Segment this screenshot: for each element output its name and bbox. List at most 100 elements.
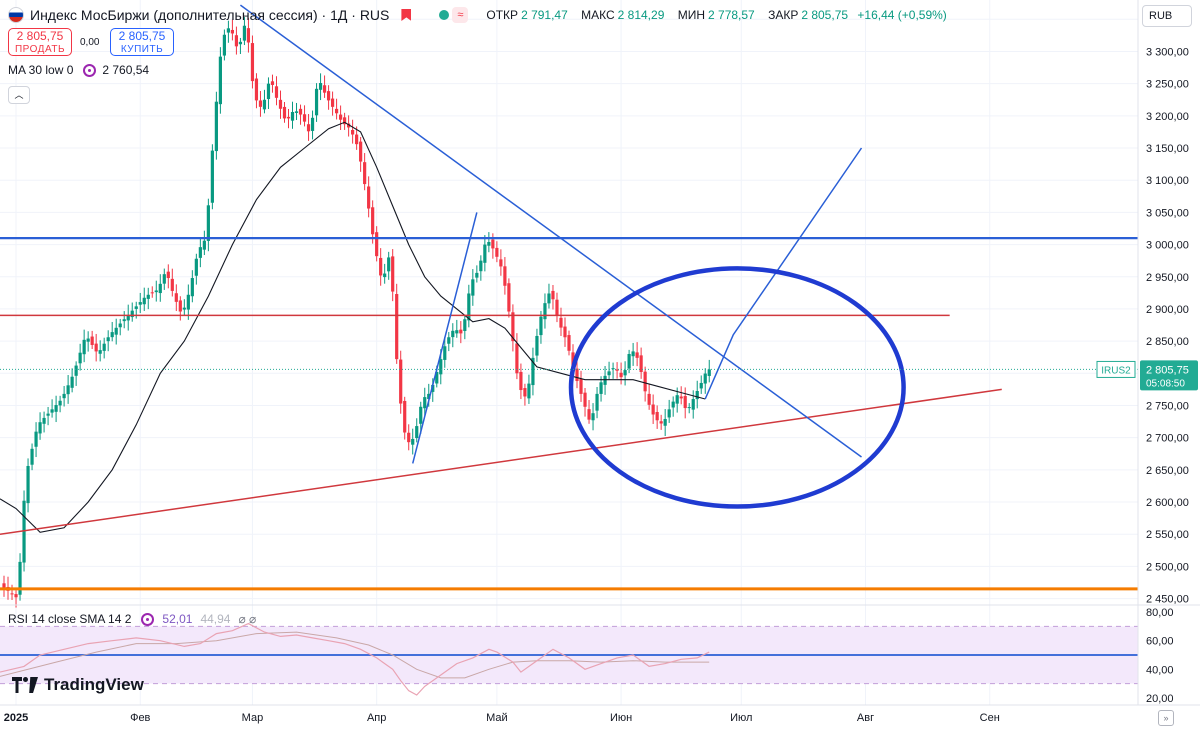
candle-body: [347, 123, 351, 128]
candle-body: [555, 299, 559, 316]
candle-body: [607, 371, 611, 376]
candle-body: [683, 396, 687, 409]
candle-body: [94, 343, 98, 352]
indicator-settings-icon[interactable]: [83, 63, 97, 77]
rsi-sma-value: 44,94: [200, 612, 231, 626]
symbol-title[interactable]: Индекс МосБиржи (дополнительная сессия) …: [30, 7, 390, 23]
candle-body: [226, 28, 231, 33]
price-tag: [1140, 360, 1198, 391]
candle-body: [483, 244, 487, 263]
rsi-legend[interactable]: RSI 14 close SMA 14 2 52,01 44,94 ⌀ ⌀: [8, 612, 256, 626]
candle-body: [338, 114, 343, 120]
candle-body: [134, 306, 138, 309]
candle-body: [471, 279, 475, 296]
candle-body: [2, 583, 6, 588]
candle-body: [703, 373, 707, 384]
candle-body: [178, 300, 182, 312]
currency-selector[interactable]: RUB: [1142, 5, 1192, 27]
candle-body: [150, 292, 154, 294]
candle-body: [475, 272, 479, 278]
candle-body: [318, 83, 323, 90]
time-tick-label: Мар: [242, 712, 264, 724]
candle-body: [34, 431, 38, 447]
candle-body: [54, 405, 58, 412]
rsi-tick-label: 80,00: [1146, 607, 1174, 619]
buy-button[interactable]: 2 805,75 КУПИТЬ: [110, 28, 174, 56]
time-tick-label: Авг: [857, 712, 874, 724]
candle-body: [270, 81, 275, 85]
open-value: 2 791,47: [521, 8, 568, 22]
price-tick-label: 3 200,00: [1146, 111, 1189, 123]
candle-body: [126, 314, 130, 321]
candle-body: [18, 561, 22, 595]
candle-body: [655, 411, 659, 421]
time-tick-label: Фев: [130, 712, 150, 724]
rsi-pane: [0, 604, 1200, 696]
ohlc-readout: ОТКР 2 791,47 МАКС 2 814,29 МИН 2 778,57 ЗА…: [476, 8, 946, 22]
candle-body: [334, 108, 339, 114]
candle-body: [82, 339, 86, 355]
high-value: 2 814,29: [617, 8, 665, 22]
ma-legend[interactable]: MA 30 low 0 2 760,54: [8, 63, 149, 77]
rsi-line: [0, 622, 710, 696]
candle-body: [250, 43, 255, 82]
candle-body: [246, 28, 251, 43]
price-tick-label: 2 450,00: [1146, 594, 1189, 606]
candle-body: [519, 371, 523, 391]
candle-body: [411, 438, 415, 445]
candle-body: [218, 56, 222, 105]
market-status-icon[interactable]: [439, 10, 450, 20]
price-tick-label: 3 000,00: [1146, 240, 1189, 252]
ma30-line: [0, 121, 706, 533]
candle-body: [38, 422, 42, 434]
low-value: 2 778,57: [708, 8, 755, 22]
candle-body: [695, 390, 699, 400]
low-label: МИН: [677, 8, 706, 22]
candle-body: [515, 343, 519, 374]
session-wave-icon[interactable]: ≈: [452, 7, 469, 23]
candle-body: [42, 417, 46, 424]
candle-body: [190, 278, 194, 297]
scroll-to-realtime-button[interactable]: »: [1158, 710, 1174, 726]
candle-body: [122, 319, 126, 322]
candle-body: [234, 35, 239, 47]
candle-body: [479, 260, 483, 272]
candle-body: [395, 294, 399, 360]
candle-body: [258, 100, 263, 107]
candle-body: [351, 129, 355, 135]
candle-body: [102, 343, 106, 351]
chart-header: Индекс МосБиржи (дополнительная сессия) …: [0, 0, 1140, 30]
candle-body: [310, 117, 315, 131]
rsi-sma-line: [0, 631, 710, 679]
rsi-settings-icon[interactable]: [141, 612, 155, 626]
candle-body: [371, 207, 375, 235]
bookmark-flag-icon[interactable]: [401, 9, 412, 21]
candle-body: [651, 404, 655, 415]
candle-body: [535, 335, 539, 356]
candle-body: [266, 83, 271, 100]
candle-body: [507, 283, 511, 312]
candle-body: [198, 247, 202, 258]
candle-body: [631, 351, 635, 357]
candle-body: [298, 108, 303, 115]
tradingview-logo-text: TradingView: [44, 675, 144, 694]
candle-body: [407, 432, 411, 443]
candle-body: [563, 326, 567, 338]
candle-body: [415, 426, 419, 439]
candle-body: [166, 271, 170, 279]
candle-body: [487, 242, 491, 246]
candle-body: [355, 134, 359, 145]
collapse-legend-button[interactable]: ︿: [8, 86, 30, 104]
candle-body: [615, 369, 619, 371]
sell-button[interactable]: 2 805,75 ПРОДАТЬ: [8, 28, 72, 56]
candle-body: [90, 336, 94, 345]
ma-legend-value: 2 760,54: [102, 63, 150, 77]
candle-body: [671, 401, 675, 408]
candle-body: [322, 85, 327, 93]
candle-body: [599, 382, 603, 394]
time-tick-label: Июн: [610, 712, 632, 724]
high-label: МАКС: [581, 8, 615, 22]
candle-body: [659, 421, 663, 424]
